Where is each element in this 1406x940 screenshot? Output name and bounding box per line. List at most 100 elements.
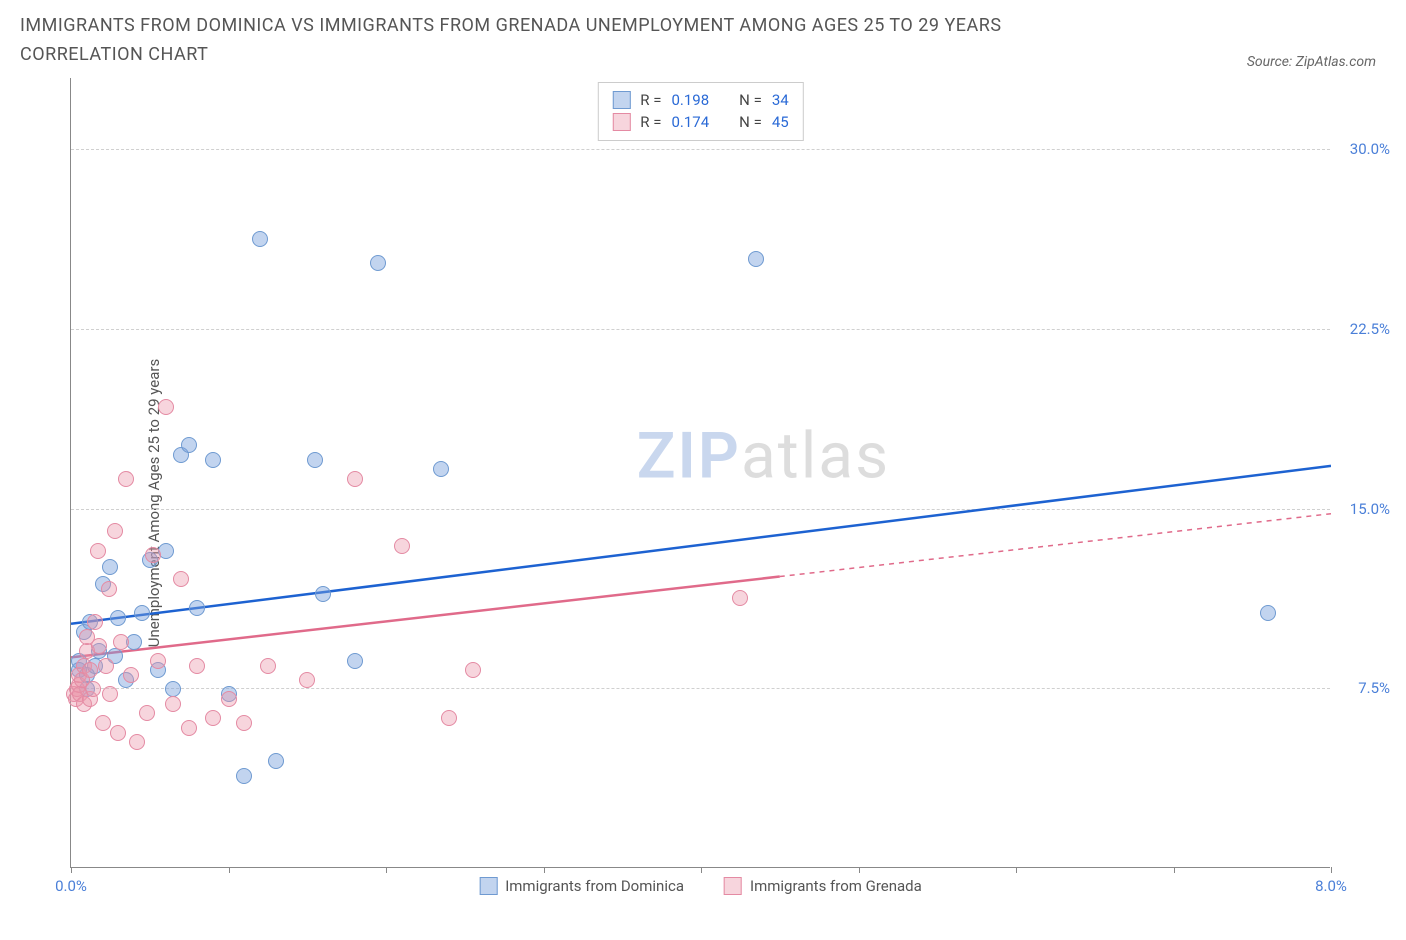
data-point-grenada [165,696,181,712]
swatch-dominica [612,91,630,109]
data-point-grenada [110,725,126,741]
watermark-atlas: atlas [741,419,890,494]
legend-label: Immigrants from Grenada [750,877,922,895]
x-tick [1331,867,1332,873]
data-point-grenada [260,658,276,674]
data-point-dominica [181,437,197,453]
chart-header: IMMIGRANTS FROM DOMINICA VS IMMIGRANTS F… [20,12,1386,70]
data-point-dominica [236,768,252,784]
stat-n-label: N = [739,89,762,112]
data-point-dominica [252,231,268,247]
data-point-grenada [181,720,197,736]
data-point-grenada [123,667,139,683]
stat-n-label: N = [739,111,762,134]
data-point-grenada [299,672,315,688]
x-tick [544,867,545,873]
data-point-dominica [748,251,764,267]
legend-item-dominica: Immigrants from Dominica [479,877,684,895]
watermark: ZIPatlas [637,419,890,494]
data-point-grenada [189,658,205,674]
grid-line [71,149,1330,150]
data-point-grenada [101,581,117,597]
x-tick [229,867,230,873]
data-point-grenada [205,710,221,726]
plot-area: ZIPatlas R =0.198N =34R =0.174N =45 Immi… [70,78,1330,868]
data-point-dominica [268,753,284,769]
data-point-dominica [307,452,323,468]
data-point-grenada [91,638,107,654]
data-point-grenada [82,662,98,678]
stat-r-label: R = [640,89,661,112]
data-point-grenada [465,662,481,678]
x-tick [1174,867,1175,873]
data-point-dominica [110,610,126,626]
legend-item-grenada: Immigrants from Grenada [724,877,922,895]
trend-line-grenada [71,576,780,657]
data-point-grenada [129,734,145,750]
data-point-grenada [441,710,457,726]
stats-row-grenada: R = 0.174 N = 45 [612,111,788,134]
x-tick [701,867,702,873]
trend-line-dominica [71,465,1331,623]
chart-title: IMMIGRANTS FROM DOMINICA VS IMMIGRANTS F… [20,12,1120,70]
grid-line [71,688,1330,689]
data-point-grenada [118,471,134,487]
data-point-dominica [205,452,221,468]
stat-n-value: 34 [772,89,789,112]
data-point-dominica [102,559,118,575]
source-attribution: Source: ZipAtlas.com [1247,54,1386,70]
x-tick-label: 8.0% [1315,877,1347,895]
grid-line [71,509,1330,510]
data-point-grenada [113,634,129,650]
data-point-grenada [173,571,189,587]
stats-box: R = 0.198 N = 34 R = 0.174 N = 45 [597,82,803,141]
data-point-grenada [107,523,123,539]
data-point-grenada [221,691,237,707]
data-point-dominica [370,255,386,271]
data-point-grenada [95,715,111,731]
legend-label: Immigrants from Dominica [505,877,684,895]
y-tick-label: 22.5% [1350,320,1390,338]
data-point-grenada [90,543,106,559]
stats-row-dominica: R = 0.198 N = 34 [612,89,788,112]
data-point-grenada [85,681,101,697]
trend-line-grenada-extrapolated [780,513,1331,576]
data-point-grenada [236,715,252,731]
data-point-dominica [1260,605,1276,621]
stat-r-value: 0.174 [671,111,709,134]
legend-swatch-grenada [724,877,742,895]
x-tick [71,867,72,873]
data-point-grenada [102,686,118,702]
legend-swatch-dominica [479,877,497,895]
x-tick [859,867,860,873]
data-point-dominica [134,605,150,621]
data-point-grenada [158,399,174,415]
data-point-grenada [347,471,363,487]
data-point-grenada [87,614,103,630]
data-point-grenada [732,590,748,606]
data-point-dominica [433,461,449,477]
x-tick-label: 0.0% [55,877,87,895]
bottom-legend: Immigrants from Dominica Immigrants from … [479,877,922,895]
x-tick [386,867,387,873]
data-point-grenada [150,653,166,669]
data-point-grenada [98,658,114,674]
chart-container: Unemployment Among Ages 25 to 29 years Z… [20,78,1386,928]
stat-n-value: 45 [772,111,789,134]
y-tick-label: 15.0% [1350,500,1390,518]
data-point-grenada [139,705,155,721]
data-point-grenada [145,547,161,563]
stat-r-value: 0.198 [671,89,709,112]
stat-r-label: R = [640,111,661,134]
watermark-zip: ZIP [637,419,741,494]
trend-lines [71,78,1331,868]
y-tick-label: 7.5% [1358,679,1390,697]
data-point-grenada [394,538,410,554]
data-point-dominica [189,600,205,616]
data-point-dominica [347,653,363,669]
x-tick [1016,867,1017,873]
grid-line [71,329,1330,330]
y-tick-label: 30.0% [1350,140,1390,158]
swatch-grenada [612,113,630,131]
data-point-dominica [315,586,331,602]
